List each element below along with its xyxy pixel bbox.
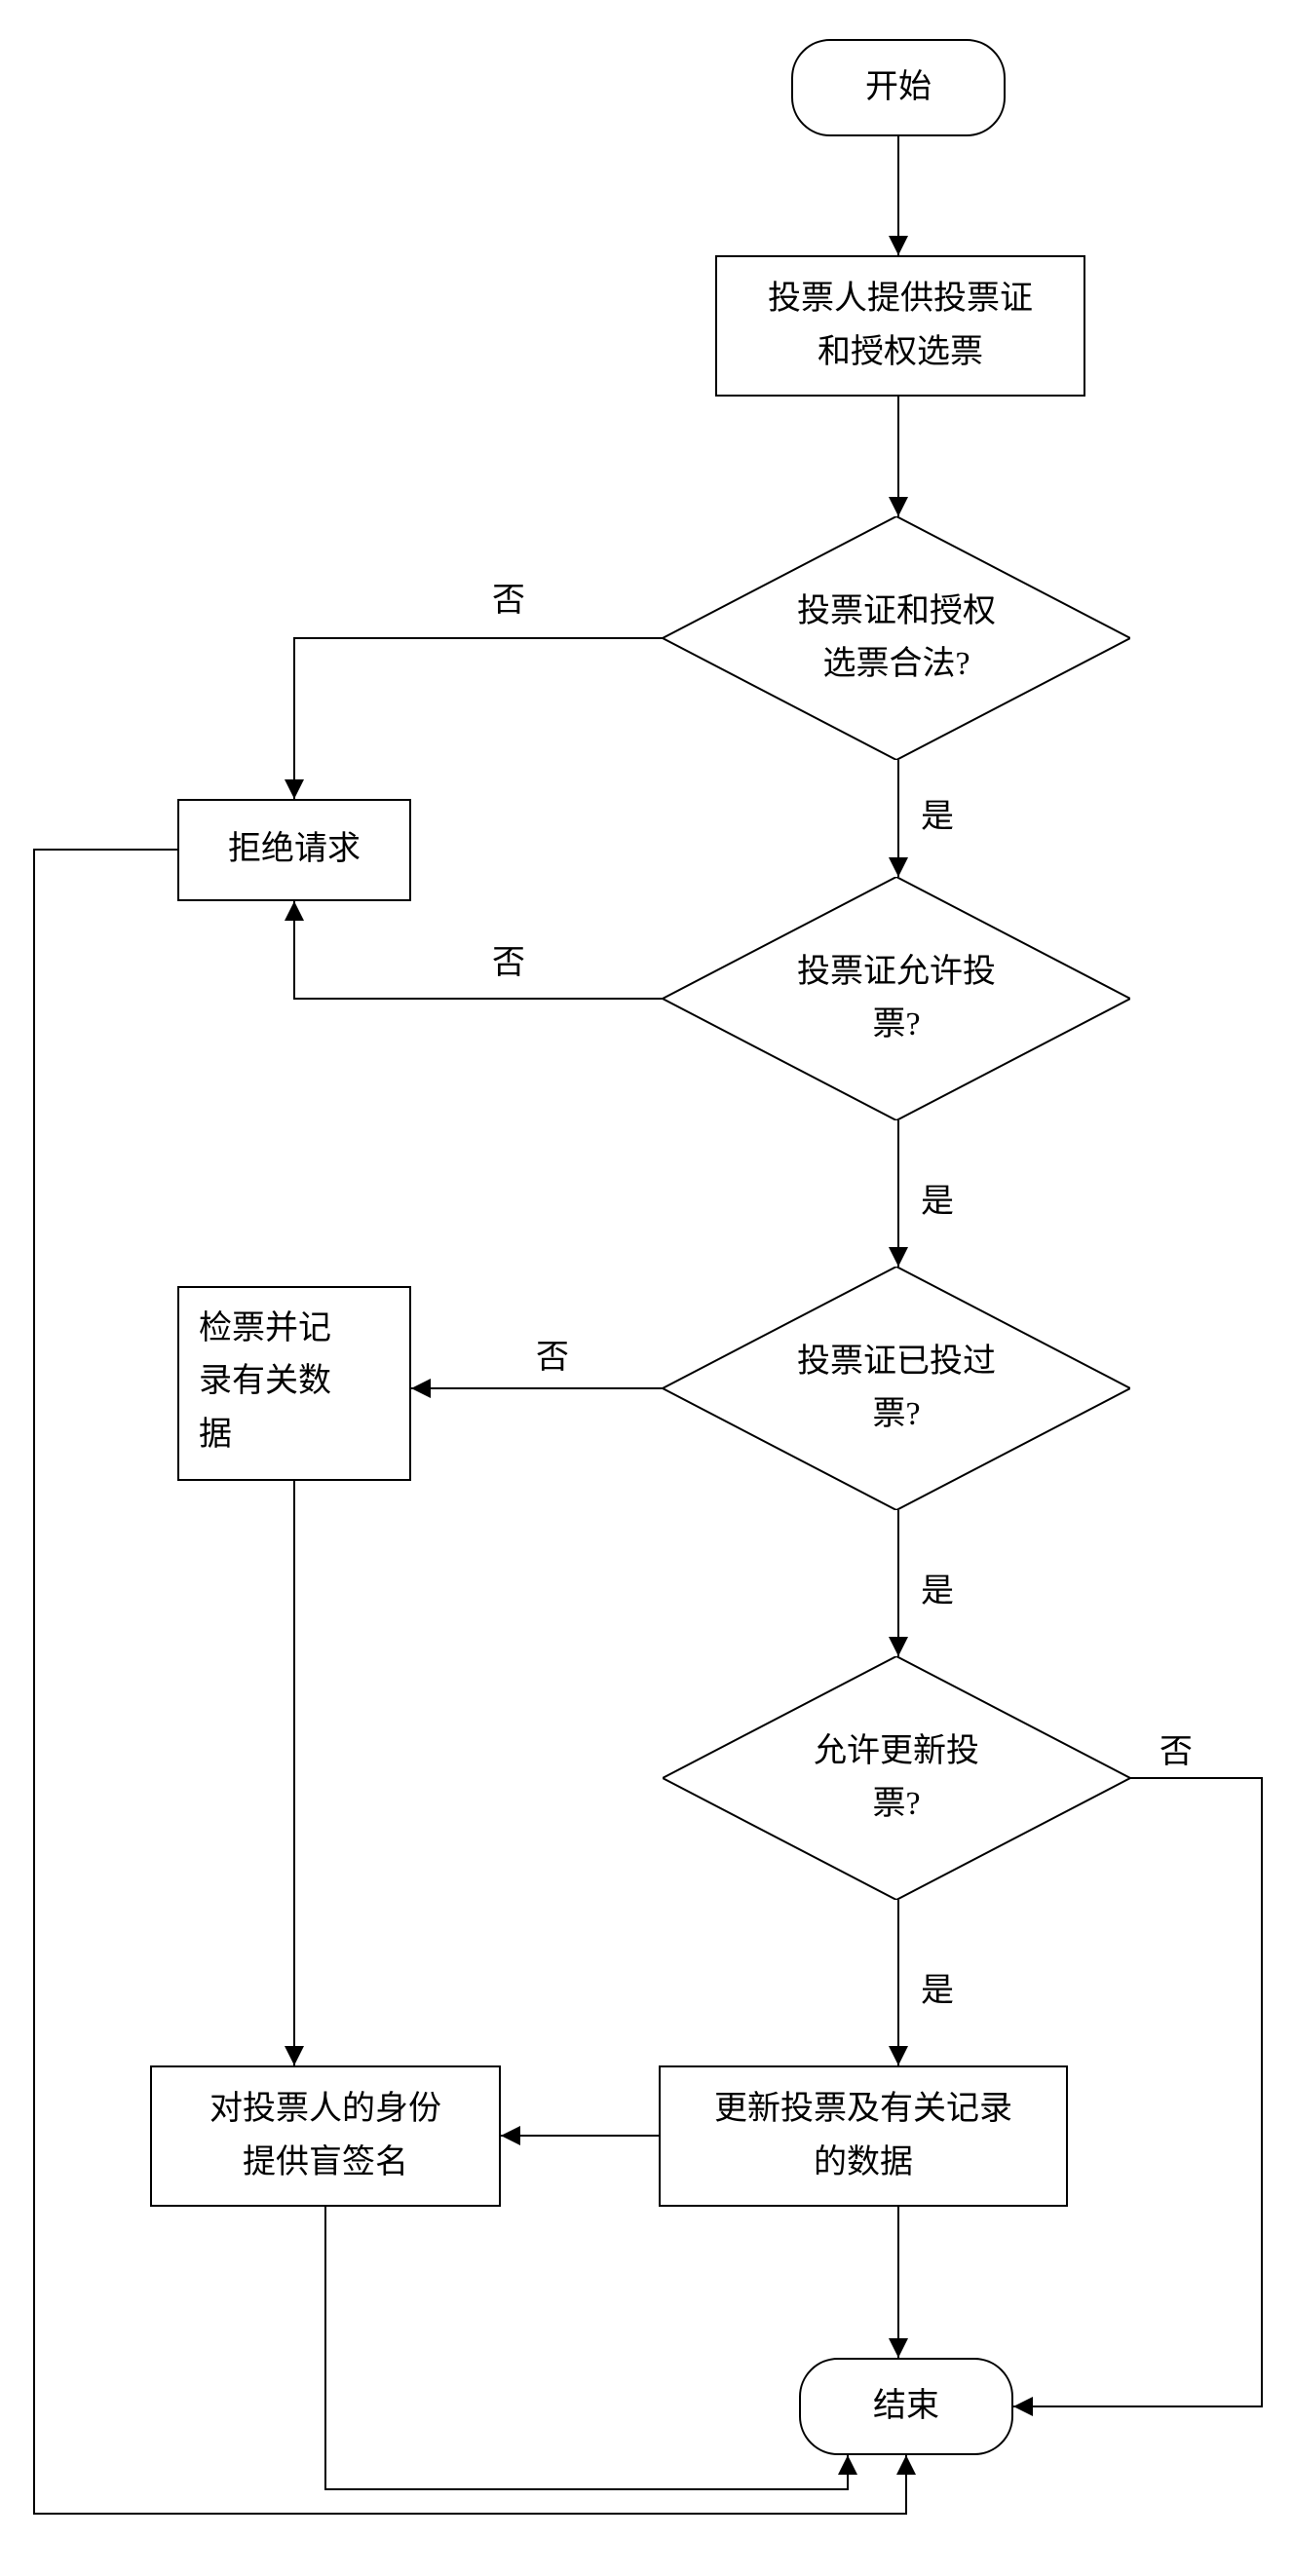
end-node: 结束	[799, 2358, 1013, 2455]
decision3-label: 投票证已投过 票?	[797, 1336, 996, 1442]
d1-yes-label: 是	[921, 789, 954, 837]
d2-yes-label: 是	[921, 1174, 954, 1222]
update-node: 更新投票及有关记录 的数据	[659, 2065, 1068, 2207]
d4-no-label: 否	[1160, 1724, 1193, 1772]
decision4-label: 允许更新投 票?	[814, 1725, 979, 1832]
decision1-node: 投票证和授权 选票合法?	[663, 516, 1130, 760]
decision3-node: 投票证已投过 票?	[663, 1267, 1130, 1510]
decision1-label: 投票证和授权 选票合法?	[797, 586, 996, 692]
d3-yes-label: 是	[921, 1564, 954, 1611]
end-label: 结束	[873, 2380, 939, 2433]
reject-node: 拒绝请求	[177, 799, 411, 901]
check-record-label: 检票并记 录有关数 据	[199, 1303, 331, 1461]
blind-sign-label: 对投票人的身份 提供盲签名	[209, 2083, 441, 2189]
step1-label: 投票人提供投票证 和授权选票	[768, 273, 1033, 379]
d3-no-label: 否	[536, 1330, 569, 1378]
reject-label: 拒绝请求	[228, 823, 361, 876]
step1-node: 投票人提供投票证 和授权选票	[715, 255, 1085, 397]
d4-yes-label: 是	[921, 1963, 954, 2011]
d1-no-label: 否	[492, 573, 525, 621]
start-label: 开始	[865, 61, 932, 114]
start-node: 开始	[791, 39, 1006, 136]
decision2-label: 投票证允许投 票?	[797, 946, 996, 1052]
decision4-node: 允许更新投 票?	[663, 1656, 1130, 1900]
update-label: 更新投票及有关记录 的数据	[714, 2083, 1012, 2189]
d2-no-label: 否	[492, 935, 525, 983]
check-record-node: 检票并记 录有关数 据	[177, 1286, 411, 1481]
blind-sign-node: 对投票人的身份 提供盲签名	[150, 2065, 501, 2207]
decision2-node: 投票证允许投 票?	[663, 877, 1130, 1120]
